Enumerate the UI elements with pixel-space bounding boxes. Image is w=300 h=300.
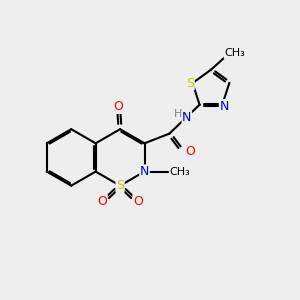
- Text: O: O: [185, 145, 195, 158]
- Text: O: O: [133, 195, 143, 208]
- Text: CH₃: CH₃: [169, 167, 190, 176]
- Text: S: S: [186, 76, 194, 90]
- Text: N: N: [140, 165, 149, 178]
- Text: CH₃: CH₃: [224, 48, 245, 59]
- Text: O: O: [114, 100, 124, 113]
- Text: H: H: [174, 109, 182, 119]
- Text: N: N: [220, 100, 230, 113]
- Text: O: O: [97, 195, 107, 208]
- Text: N: N: [182, 111, 191, 124]
- Text: S: S: [116, 179, 124, 192]
